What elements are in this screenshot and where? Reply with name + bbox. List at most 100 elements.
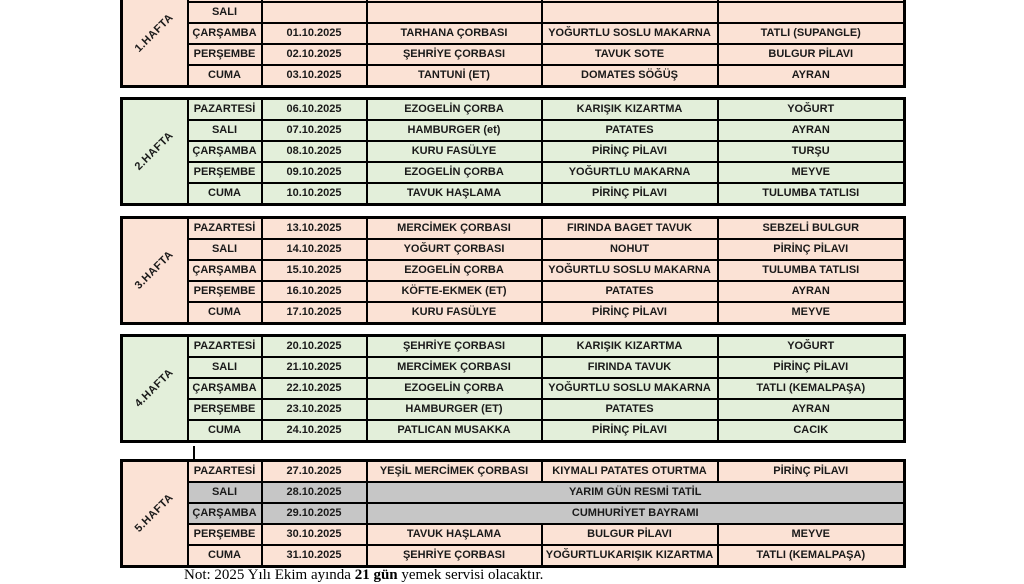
date-cell: 15.10.2025 — [260, 259, 368, 282]
main-dish-cell: FIRINDA TAVUK — [540, 356, 719, 379]
side-dish-cell: AYRAN — [716, 119, 906, 142]
date-cell: 01.10.2025 — [260, 22, 368, 45]
day-cell: CUMA — [186, 301, 263, 325]
day-cell: PAZARTESİ — [186, 216, 263, 240]
day-cell: SALI — [186, 1, 263, 24]
soup-cell: KÖFTE-EKMEK (ET) — [365, 280, 543, 303]
soup-cell: ŞEHRİYE ÇORBASI — [365, 43, 543, 66]
date-cell: 09.10.2025 — [260, 161, 368, 184]
menu-row: PERŞEMBE 23.10.2025 HAMBURGER (ET) PATATES A… — [122, 398, 906, 421]
menu-row: ÇARŞAMBA 29.10.2025 CUMHURİYET BAYRAMI — [122, 502, 906, 525]
main-dish-cell — [540, 1, 719, 24]
menu-row: CUMA 31.10.2025 ŞEHRİYE ÇORBASI YOĞURTLUKAR… — [122, 544, 906, 568]
date-cell: 17.10.2025 — [260, 301, 368, 325]
main-dish-cell: PATATES — [540, 280, 719, 303]
day-cell: PAZARTESİ — [186, 334, 263, 358]
soup-cell: HAMBURGER (et) — [365, 119, 543, 142]
menu-row: ÇARŞAMBA 15.10.2025 EZOGELİN ÇORBA YOĞURTLU… — [122, 259, 906, 282]
main-dish-cell: PİRİNÇ PİLAVI — [540, 301, 719, 325]
table-gap-line — [193, 446, 195, 460]
day-cell: CUMA — [186, 64, 263, 88]
week-label-cell: 2.HAFTA — [120, 97, 189, 206]
day-cell: PERŞEMBE — [186, 280, 263, 303]
holiday-cell: CUMHURİYET BAYRAMI — [365, 502, 906, 525]
date-cell: 13.10.2025 — [260, 216, 368, 240]
side-dish-cell: PİRİNÇ PİLAVI — [716, 238, 906, 261]
date-cell: 20.10.2025 — [260, 334, 368, 358]
week-block-3: 3.HAFTA PAZARTESİ 13.10.2025 MERCİMEK ÇORBA… — [120, 216, 906, 325]
date-cell: 03.10.2025 — [260, 64, 368, 88]
menu-row: CUMA 17.10.2025 KURU FASÜLYE PİRİNÇ PİLAVI M… — [122, 301, 906, 325]
day-cell: PERŞEMBE — [186, 523, 263, 546]
week-label: 2.HAFTA — [132, 129, 177, 173]
main-dish-cell: KARIŞIK KIZARTMA — [540, 334, 719, 358]
menu-row: SALI 21.10.2025 MERCİMEK ÇORBASI FIRINDA TA… — [122, 356, 906, 379]
menu-row: ÇARŞAMBA 01.10.2025 TARHANA ÇORBASI YOĞURTL… — [122, 22, 906, 45]
day-cell: ÇARŞAMBA — [186, 377, 263, 400]
menu-row: ÇARŞAMBA 08.10.2025 KURU FASÜLYE PİRİNÇ PİL… — [122, 140, 906, 163]
day-cell: CUMA — [186, 544, 263, 568]
soup-cell: EZOGELİN ÇORBA — [365, 97, 543, 121]
soup-cell: MERCİMEK ÇORBASI — [365, 356, 543, 379]
main-dish-cell: PİRİNÇ PİLAVI — [540, 419, 719, 443]
date-cell: 02.10.2025 — [260, 43, 368, 66]
day-cell: PAZARTESİ — [186, 459, 263, 483]
main-dish-cell: PATATES — [540, 398, 719, 421]
main-dish-cell: YOĞURTLU SOSLU MAKARNA — [540, 259, 719, 282]
side-dish-cell: AYRAN — [716, 280, 906, 303]
side-dish-cell: BULGUR PİLAVI — [716, 43, 906, 66]
menu-row: CUMA 03.10.2025 TANTUNİ (ET) DOMATES SÖĞÜŞ A… — [122, 64, 906, 88]
menu-row: CUMA 10.10.2025 TAVUK HAŞLAMA PİRİNÇ PİLAVI… — [122, 182, 906, 206]
date-cell: 06.10.2025 — [260, 97, 368, 121]
side-dish-cell: AYRAN — [716, 64, 906, 88]
soup-cell: ŞEHRİYE ÇORBASI — [365, 334, 543, 358]
date-cell: 27.10.2025 — [260, 459, 368, 483]
week-block-1: 1.HAFTA SALI ÇARŞAMBA 01.10.2025 TARHANA ÇOR… — [120, 0, 906, 88]
soup-cell: KURU FASÜLYE — [365, 140, 543, 163]
footer-note: Not: 2025 Yılı Ekim ayında 21 gün yemek … — [184, 567, 543, 584]
day-cell: ÇARŞAMBA — [186, 22, 263, 45]
main-dish-cell: NOHUT — [540, 238, 719, 261]
date-cell: 14.10.2025 — [260, 238, 368, 261]
main-dish-cell: KIYMALI PATATES OTURTMA — [540, 459, 719, 483]
soup-cell — [365, 1, 543, 24]
date-cell: 07.10.2025 — [260, 119, 368, 142]
day-cell: SALI — [186, 238, 263, 261]
day-cell: SALI — [186, 481, 263, 504]
footer-note-bold: 21 gün — [354, 567, 398, 583]
side-dish-cell: YOĞURT — [716, 334, 906, 358]
side-dish-cell: SEBZELİ BULGUR — [716, 216, 906, 240]
main-dish-cell: PATATES — [540, 119, 719, 142]
date-cell: 28.10.2025 — [260, 481, 368, 504]
date-cell: 29.10.2025 — [260, 502, 368, 525]
main-dish-cell: YOĞURTLU SOSLU MAKARNA — [540, 377, 719, 400]
soup-cell: MERCİMEK ÇORBASI — [365, 216, 543, 240]
main-dish-cell: KARIŞIK KIZARTMA — [540, 97, 719, 121]
day-cell: CUMA — [186, 182, 263, 206]
soup-cell: KURU FASÜLYE — [365, 301, 543, 325]
main-dish-cell: PİRİNÇ PİLAVI — [540, 182, 719, 206]
main-dish-cell: TAVUK SOTE — [540, 43, 719, 66]
menu-row: PERŞEMBE 16.10.2025 KÖFTE-EKMEK (ET) PATATE… — [122, 280, 906, 303]
side-dish-cell: CACIK — [716, 419, 906, 443]
side-dish-cell — [716, 1, 906, 24]
soup-cell: TARHANA ÇORBASI — [365, 22, 543, 45]
soup-cell: EZOGELİN ÇORBA — [365, 161, 543, 184]
day-cell: ÇARŞAMBA — [186, 502, 263, 525]
date-cell — [260, 1, 368, 24]
week-label: 4.HAFTA — [132, 366, 177, 410]
side-dish-cell: MEYVE — [716, 523, 906, 546]
date-cell: 30.10.2025 — [260, 523, 368, 546]
side-dish-cell: TATLI (KEMALPAŞA) — [716, 544, 906, 568]
side-dish-cell: YOĞURT — [716, 97, 906, 121]
main-dish-cell: FIRINDA BAGET TAVUK — [540, 216, 719, 240]
week-label-cell: 1.HAFTA — [120, 0, 189, 88]
side-dish-cell: TURŞU — [716, 140, 906, 163]
day-cell: PERŞEMBE — [186, 398, 263, 421]
date-cell: 21.10.2025 — [260, 356, 368, 379]
week-label: 3.HAFTA — [132, 248, 177, 292]
soup-cell: TAVUK HAŞLAMA — [365, 182, 543, 206]
menu-row: PERŞEMBE 30.10.2025 TAVUK HAŞLAMA BULGUR Pİ… — [122, 523, 906, 546]
week-label-cell: 4.HAFTA — [120, 334, 189, 443]
date-cell: 08.10.2025 — [260, 140, 368, 163]
